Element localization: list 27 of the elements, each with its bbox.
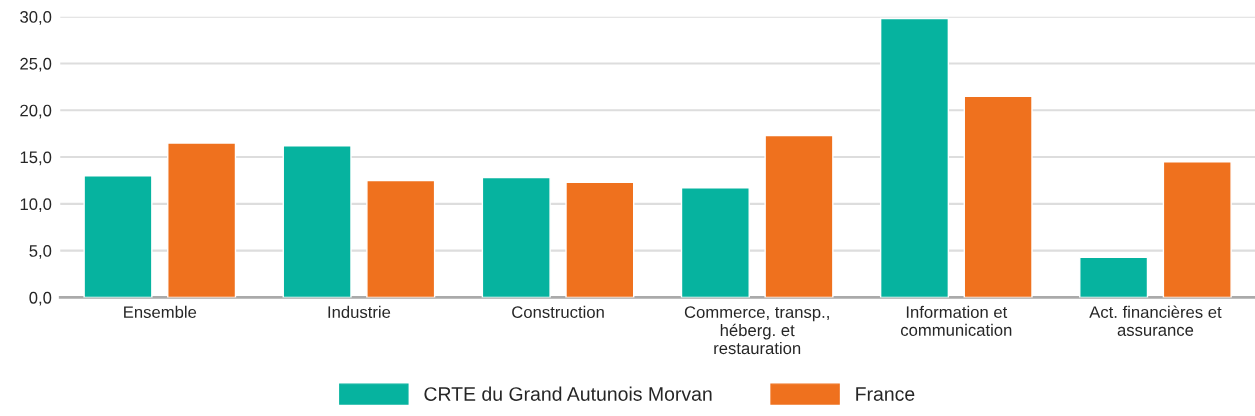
x-tick-label: Ensemble xyxy=(124,305,197,319)
bar xyxy=(963,95,1033,298)
bar xyxy=(83,175,153,298)
bar xyxy=(565,181,635,298)
y-tick-label: 5,0 xyxy=(29,245,52,259)
bar xyxy=(1079,256,1149,298)
bar xyxy=(680,187,750,298)
bar xyxy=(167,142,237,298)
bar xyxy=(764,134,834,298)
bar xyxy=(481,176,551,298)
y-tick-label: 10,0 xyxy=(20,198,52,213)
x-tick-label: Act. financières et assurance xyxy=(1089,305,1222,336)
x-tick-label: Construction xyxy=(512,305,604,319)
y-tick-label: 0,0 xyxy=(29,291,52,306)
legend-label: CRTE du Grand Autunois Morvan xyxy=(424,386,712,401)
bar xyxy=(879,17,950,298)
y-tick-label: 25,0 xyxy=(20,57,52,72)
x-tick-label: Information et communication xyxy=(900,305,1012,336)
y-tick-label: 20,0 xyxy=(20,104,52,119)
x-tick-label: Industrie xyxy=(328,305,391,319)
bar xyxy=(1162,161,1232,298)
x-tick-label: Commerce, transp., héberg. et restauration xyxy=(684,306,829,355)
y-tick-label: 15,0 xyxy=(20,151,52,166)
legend-label: France xyxy=(856,387,915,401)
y-tick-label: 30,0 xyxy=(20,11,52,25)
bar xyxy=(366,179,436,298)
bar xyxy=(282,145,352,298)
